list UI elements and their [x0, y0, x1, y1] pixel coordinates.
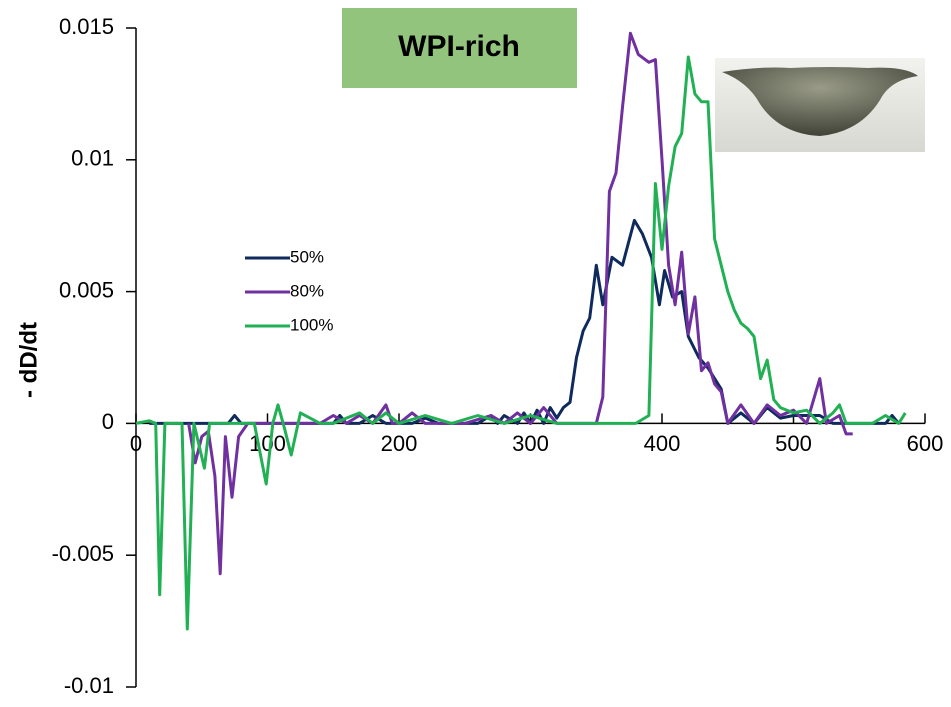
- y-tick-label: 0: [102, 409, 114, 434]
- y-tick-label: -0.005: [52, 541, 114, 566]
- y-tick-label: 0.01: [71, 146, 114, 171]
- y-axis-label: - dD/dt: [15, 322, 42, 398]
- legend-label: 50%: [290, 247, 324, 266]
- legend-label: 100%: [290, 315, 333, 334]
- x-tick-label: 300: [512, 431, 549, 456]
- x-tick-label: 500: [775, 431, 812, 456]
- chart-title: WPI-rich: [398, 30, 520, 63]
- x-tick-label: 400: [644, 431, 681, 456]
- series-line: [135, 55, 907, 631]
- inset-photo: [715, 58, 925, 152]
- title-box: [342, 8, 577, 88]
- x-tick-label: 100: [249, 431, 286, 456]
- x-tick-label: 0: [130, 431, 142, 456]
- y-tick-label: 0.015: [59, 14, 114, 39]
- y-tick-label: -0.01: [64, 673, 114, 698]
- x-tick-label: 600: [907, 431, 944, 456]
- series-line: [149, 218, 900, 425]
- x-tick-label: 200: [381, 431, 418, 456]
- legend-label: 80%: [290, 281, 324, 300]
- y-tick-label: 0.005: [59, 277, 114, 302]
